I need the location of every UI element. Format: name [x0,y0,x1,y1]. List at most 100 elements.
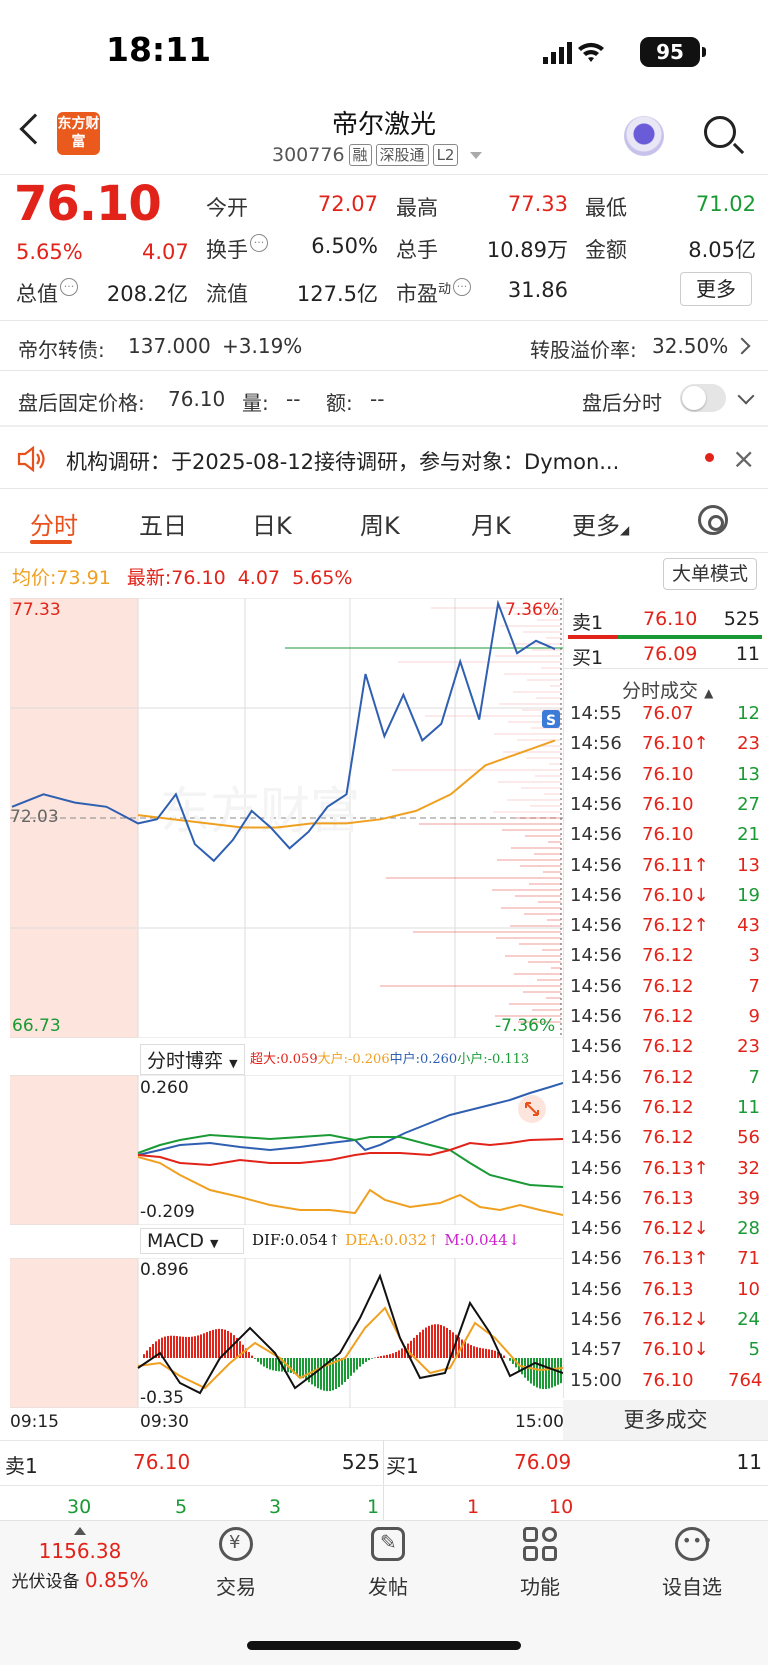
tab-monthly-k[interactable]: 月K [471,512,511,540]
chevron-down-icon[interactable] [737,387,755,405]
macd-bar [236,1337,238,1358]
bottom-buy-label: 买1 [386,1454,419,1478]
macd-bar [476,1347,478,1358]
macd-bar [416,1334,418,1358]
macd-y-top: 0.896 [140,1260,189,1280]
macd-bar [224,1329,226,1358]
macd-chart[interactable] [10,1258,563,1408]
turnover-label: 换手 ··· [206,234,268,264]
bond-change: +3.19% [222,334,303,358]
game-indicator-select[interactable]: 分时博弈 ▼ [140,1044,245,1075]
macd-bar [440,1324,442,1358]
amount-value: 8.05亿 [688,238,756,262]
y-top-pct: 7.36% [505,600,560,620]
macd-bar [560,1358,562,1384]
macd-bar [200,1334,202,1358]
nav-functions[interactable]: 功能 [490,1527,590,1600]
search-icon[interactable] [704,116,736,148]
bottom-small-5: 1 [467,1496,480,1518]
game-chart[interactable] [10,1075,563,1225]
nav-watchlist[interactable]: ••• 设自选 [642,1527,742,1600]
macd-bar [512,1358,514,1364]
macd-bar [527,1358,529,1381]
notice-text[interactable]: 机构调研：于2025-08-12接待调研，参与对象：Dymon... [66,450,620,474]
macd-bar [272,1358,274,1371]
nav-trade[interactable]: ¥ 交易 [186,1527,286,1600]
trade-volume: 39 [737,1187,760,1209]
trade-volume: 56 [737,1127,760,1149]
y-bottom-pct: -7.36% [495,1016,556,1036]
macd-indicator-select[interactable]: MACD ▼ [140,1228,244,1254]
bottom-small-6: 10 [549,1496,574,1518]
close-icon[interactable]: × [732,442,756,475]
float-label: 流值 [206,282,248,306]
caret-up-icon [74,1527,86,1535]
chevron-right-icon[interactable] [733,337,751,355]
macd-bar [293,1358,295,1374]
macd-bar [245,1348,247,1358]
info-icon[interactable]: ··· [60,278,78,296]
gear-icon[interactable] [698,505,728,535]
trade-volume: 23 [737,733,760,755]
bond-price[interactable]: 137.000 [128,334,211,358]
macd-bar [284,1358,286,1372]
nav-post[interactable]: ✎ 发帖 [338,1527,438,1600]
pe-label: 市盈动 ··· [396,278,472,308]
trades-title[interactable]: 分时成交 ▲ [622,680,714,702]
macd-bar [254,1358,256,1359]
s-marker-icon [542,710,560,728]
x-tick-open: 09:30 [140,1412,189,1432]
trade-time: 14:55 [570,703,622,724]
tab-five-day[interactable]: 五日 [139,512,187,540]
ob-bar-red [568,635,618,639]
macd-bar [419,1332,421,1358]
trade-price: 76.13↑ [642,1157,709,1179]
trade-row: 14:56 76.13 39 [570,1188,760,1218]
trade-row: 14:56 76.13↑ 71 [570,1248,760,1278]
big-order-mode-button[interactable]: 大单模式 [663,558,757,590]
ob-buy-vol: 11 [735,643,760,665]
price-chart[interactable]: 东方财富 S [10,598,563,1038]
macd-bar [155,1341,157,1358]
trade-time: 14:56 [570,1278,622,1300]
trade-row: 14:56 76.12↑ 43 [570,915,760,945]
small-series-line [137,1133,563,1188]
panel-divider [563,598,564,1398]
sector-index[interactable]: 1156.38 光伏设备 0.85% [0,1527,160,1592]
macd-bar [182,1336,184,1358]
x-tick-start: 09:15 [10,1412,59,1432]
more-dots-icon: ••• [675,1527,712,1561]
stock-code-row[interactable]: 300776 融 深股通 L2 [272,144,483,166]
info-icon[interactable]: ··· [250,234,268,252]
after-hours-amt: -- [370,387,385,411]
info-icon[interactable]: ··· [453,278,472,296]
trade-time: 14:56 [570,733,622,755]
tab-daily-k[interactable]: 日K [252,512,292,540]
mktcap-label: 总值 ··· [16,278,78,308]
trade-price: 76.10↓ [642,884,709,906]
bottom-small-3: 3 [269,1496,282,1518]
robot-assistant-icon[interactable] [624,116,664,156]
tab-weekly-k[interactable]: 周K [360,512,400,540]
tab-intraday[interactable]: 分时 [30,512,78,540]
macd-bar [251,1355,253,1358]
bottom-buy-vol: 11 [736,1450,762,1474]
trade-time: 14:56 [570,915,622,937]
after-hours-toggle[interactable] [680,384,726,412]
bottom-nav [0,1520,768,1665]
macd-bar [383,1355,385,1358]
more-button[interactable]: 更多 [680,272,752,306]
macd-bar [194,1336,196,1358]
tab-more[interactable]: 更多◢ [572,512,630,540]
macd-bar [404,1346,406,1358]
stock-name: 帝尔激光 [331,110,436,140]
macd-bar [263,1358,265,1367]
divider [0,1485,768,1486]
macd-bar [275,1358,277,1371]
mktcap-value: 208.2亿 [106,282,188,306]
trade-volume: 7 [748,1066,760,1088]
more-trades-button[interactable]: 更多成交 [563,1400,768,1440]
macd-bar [350,1358,352,1376]
macd-bar [173,1335,175,1358]
macd-bar [401,1348,403,1358]
